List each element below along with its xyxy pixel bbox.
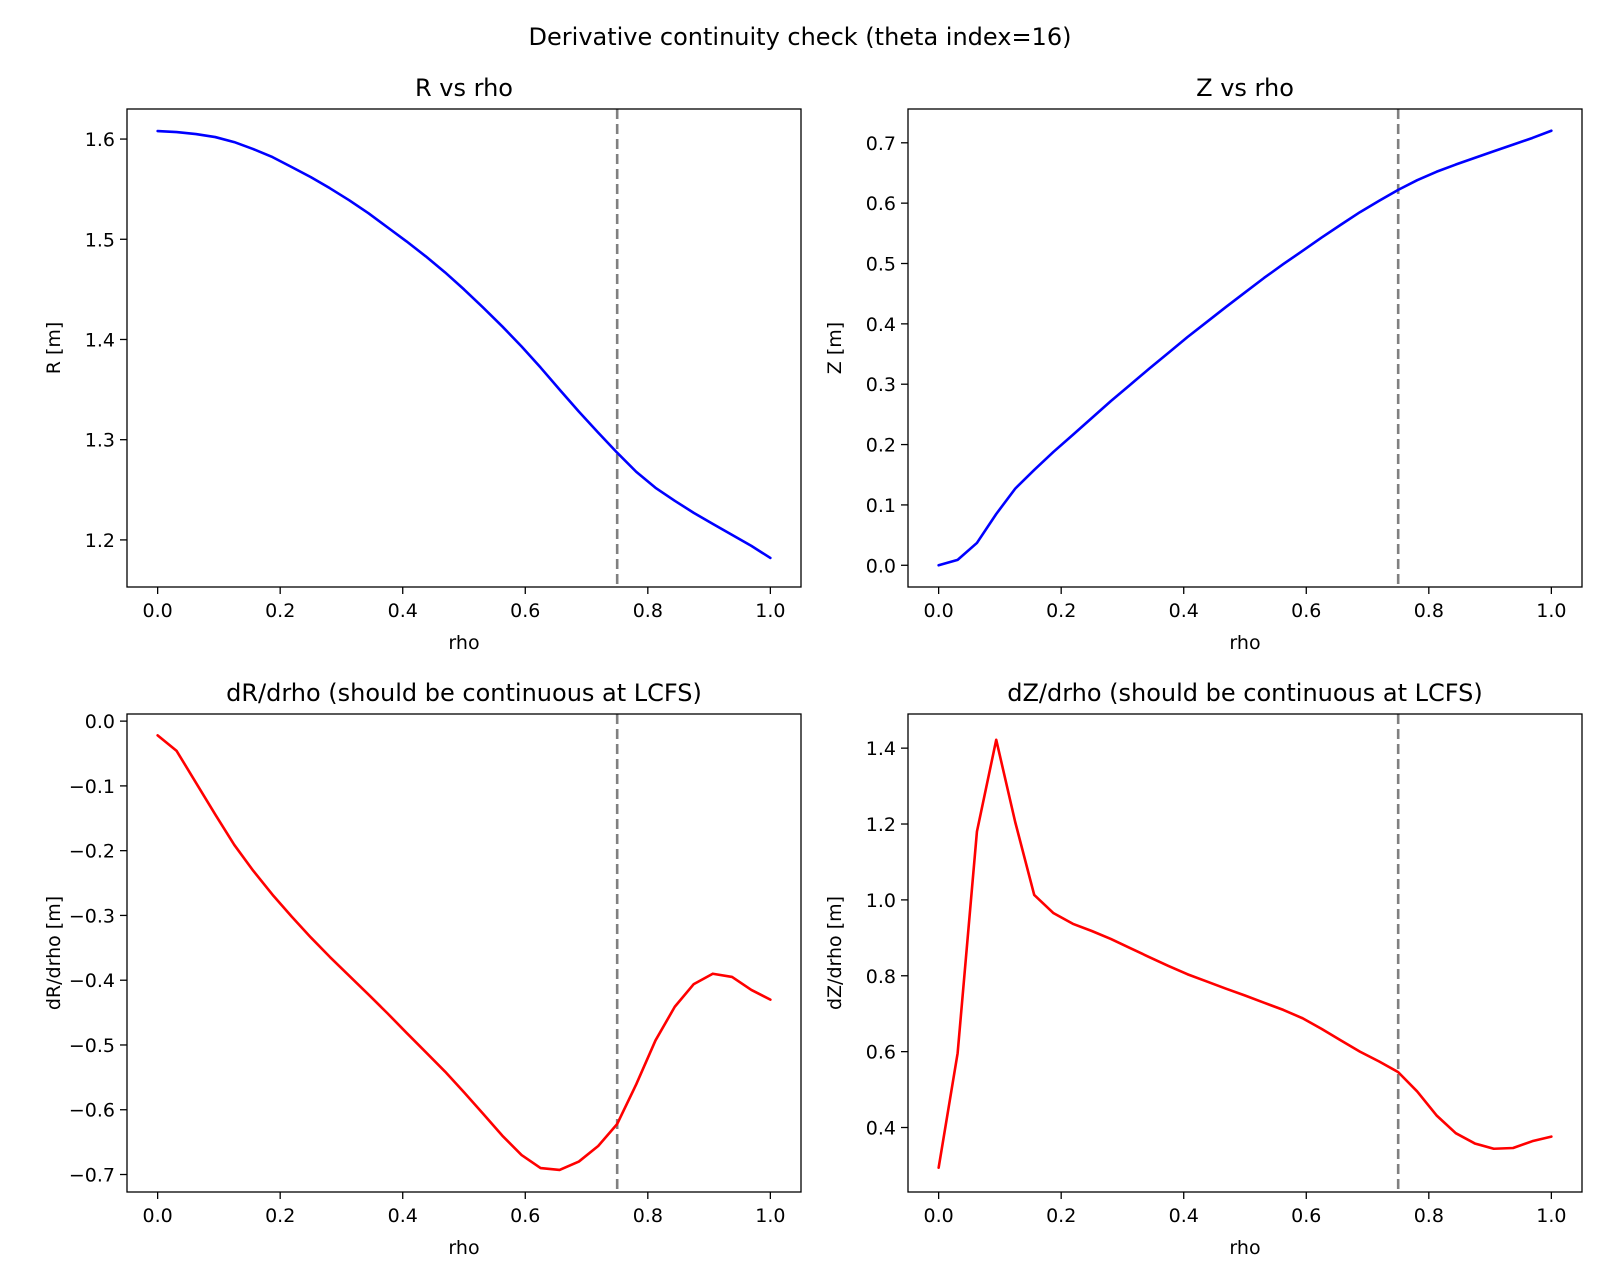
data-series-line bbox=[156, 734, 772, 1172]
subplot-title: R vs rho bbox=[415, 74, 513, 102]
x-tick-label: 0.4 bbox=[1169, 1205, 1199, 1227]
x-tick-label: 0.0 bbox=[924, 600, 954, 622]
x-tick-label: 0.8 bbox=[1414, 1205, 1444, 1227]
x-tick-label: 0.0 bbox=[143, 1205, 173, 1227]
y-tick-label: −0.3 bbox=[69, 905, 115, 927]
x-tick-label: 0.6 bbox=[1291, 600, 1321, 622]
plot-frame bbox=[907, 713, 1583, 1193]
subplot-3: dR/drho (should be continuous at LCFS) 0.… bbox=[43, 679, 802, 1259]
y-tick-label: 0.0 bbox=[866, 555, 896, 577]
x-tick-label: 0.6 bbox=[510, 600, 540, 622]
x-tick-label: 0.8 bbox=[633, 1205, 663, 1227]
subplot-title: dZ/drho (should be continuous at LCFS) bbox=[1007, 679, 1483, 707]
x-tick-label: 0.8 bbox=[633, 600, 663, 622]
y-tick-label: 0.0 bbox=[85, 711, 115, 733]
x-tick-label: 0.6 bbox=[1291, 1205, 1321, 1227]
x-tick-label: 0.4 bbox=[388, 1205, 418, 1227]
y-tick-label: 0.8 bbox=[866, 966, 896, 988]
x-tick-label: 1.0 bbox=[1536, 600, 1566, 622]
x-axis-label: rho bbox=[448, 1237, 479, 1259]
x-tick-label: 0.2 bbox=[1046, 600, 1076, 622]
x-tick-label: 0.2 bbox=[265, 600, 295, 622]
plot-frame bbox=[126, 713, 802, 1193]
y-tick-label: 1.5 bbox=[85, 229, 115, 251]
y-tick-label: 1.0 bbox=[866, 890, 896, 912]
x-tick-label: 1.0 bbox=[755, 1205, 785, 1227]
plot-frame bbox=[126, 108, 802, 588]
y-tick-label: 0.6 bbox=[866, 1042, 896, 1064]
y-tick-label: 1.2 bbox=[866, 814, 896, 836]
y-tick-label: 1.3 bbox=[85, 430, 115, 452]
y-axis-label: Z [m] bbox=[824, 322, 846, 374]
x-tick-label: 0.8 bbox=[1414, 600, 1444, 622]
x-tick-label: 0.0 bbox=[143, 600, 173, 622]
y-tick-label: 0.4 bbox=[866, 314, 896, 336]
x-tick-label: 1.0 bbox=[1536, 1205, 1566, 1227]
x-axis-label: rho bbox=[1229, 1237, 1260, 1259]
y-tick-label: −0.1 bbox=[69, 776, 115, 798]
subplot-4: dZ/drho (should be continuous at LCFS) 0.… bbox=[824, 679, 1583, 1259]
y-tick-label: 0.2 bbox=[866, 435, 896, 457]
y-tick-label: 0.3 bbox=[866, 374, 896, 396]
y-tick-label: 0.1 bbox=[866, 495, 896, 517]
y-tick-label: 0.6 bbox=[866, 193, 896, 215]
subplot-title: dR/drho (should be continuous at LCFS) bbox=[226, 679, 702, 707]
x-tick-label: 1.0 bbox=[755, 600, 785, 622]
x-tick-label: 0.6 bbox=[510, 1205, 540, 1227]
x-tick-label: 0.4 bbox=[388, 600, 418, 622]
y-tick-label: −0.5 bbox=[69, 1035, 115, 1057]
y-tick-label: 1.4 bbox=[866, 738, 896, 760]
subplot-2: Z vs rho 0.0 0.2 0.4 0.6 0.8 1.0 0.0 0.1 0.2 0.3 0.… bbox=[824, 74, 1583, 654]
x-tick-label: 0.2 bbox=[265, 1205, 295, 1227]
y-axis-label: dZ/drho [m] bbox=[824, 896, 846, 1010]
x-tick-label: 0.4 bbox=[1169, 600, 1199, 622]
data-series-line bbox=[937, 129, 1553, 567]
y-tick-label: −0.4 bbox=[69, 970, 115, 992]
y-tick-label: 1.2 bbox=[85, 530, 115, 552]
y-tick-label: 1.4 bbox=[85, 329, 115, 351]
y-tick-label: −0.2 bbox=[69, 841, 115, 863]
subplot-title: Z vs rho bbox=[1196, 74, 1294, 102]
data-series-line bbox=[156, 129, 772, 560]
x-tick-label: 0.2 bbox=[1046, 1205, 1076, 1227]
x-tick-label: 0.0 bbox=[924, 1205, 954, 1227]
figure-suptitle: Derivative continuity check (theta index… bbox=[529, 23, 1072, 51]
data-series-line bbox=[937, 738, 1553, 1170]
x-axis-label: rho bbox=[1229, 632, 1260, 654]
y-axis-label: dR/drho [m] bbox=[43, 896, 65, 1010]
y-tick-label: 0.7 bbox=[866, 133, 896, 155]
y-tick-label: −0.7 bbox=[69, 1165, 115, 1187]
subplot-1: R vs rho 0.0 0.2 0.4 0.6 0.8 1.0 1.2 1.3 1.4 1.5 1.… bbox=[43, 74, 802, 654]
y-tick-label: 0.5 bbox=[866, 254, 896, 276]
y-axis-label: R [m] bbox=[43, 322, 65, 375]
y-tick-label: 1.6 bbox=[85, 129, 115, 151]
plot-frame bbox=[907, 108, 1583, 588]
x-axis-label: rho bbox=[448, 632, 479, 654]
y-tick-label: 0.4 bbox=[866, 1118, 896, 1140]
y-tick-label: −0.6 bbox=[69, 1100, 115, 1122]
